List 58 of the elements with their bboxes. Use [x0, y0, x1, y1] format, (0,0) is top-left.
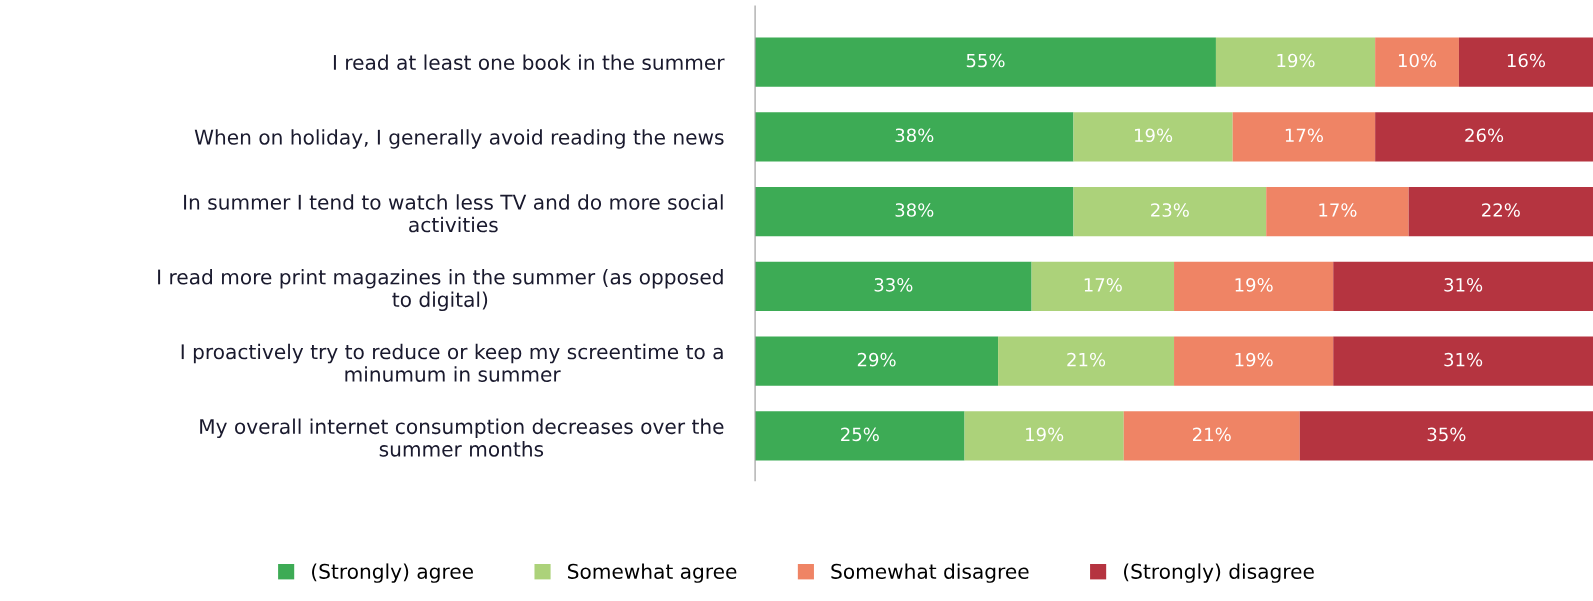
y-tick-label: When on holiday, I generally avoid reading the news: [194, 129, 724, 149]
bar: [1073, 112, 1233, 162]
bar: [1215, 37, 1376, 87]
bar: [1123, 411, 1300, 461]
bar: [1031, 261, 1175, 312]
data-label: 19%: [1135, 128, 1173, 143]
data-label: 21%: [1067, 352, 1106, 367]
y-tick-label: My overall internet consumption decreases over the summer months: [200, 418, 724, 457]
data-label: 21%: [1193, 427, 1231, 442]
bar: [1458, 37, 1593, 87]
bar: [1073, 186, 1267, 237]
data-label: 19%: [1026, 427, 1064, 442]
y-tick-label: I read more print magazines in the summer (as opposed to digital): [158, 269, 723, 312]
bar: [755, 112, 1074, 162]
bar: [964, 411, 1124, 461]
data-label: 25%: [841, 427, 879, 442]
data-label: 31%: [1444, 277, 1483, 292]
bar: [755, 37, 1216, 87]
bar: [1375, 112, 1593, 162]
data-label: 16%: [1507, 53, 1546, 68]
data-label: 55%: [966, 53, 1005, 68]
legend-label: Somewhat agree: [568, 563, 737, 583]
data-label: 10%: [1398, 53, 1437, 68]
legend-label: (Strongly) agree: [312, 563, 473, 583]
bar: [755, 336, 999, 386]
data-label: 19%: [1235, 352, 1273, 367]
data-label: 19%: [1235, 277, 1273, 292]
data-label: 17%: [1319, 203, 1357, 217]
data-label: 31%: [1444, 352, 1483, 367]
data-label: 33%: [874, 277, 913, 292]
data-label: 35%: [1427, 427, 1466, 442]
bar: [755, 261, 1032, 312]
bar: [755, 411, 965, 461]
legend-label: (Strongly) disagree: [1124, 563, 1314, 583]
bar: [755, 186, 1074, 237]
bar: [1174, 261, 1334, 312]
y-tick-label: In summer I tend to watch less TV and do more social activities: [184, 194, 723, 233]
legend-label: Somewhat disagree: [831, 563, 1029, 583]
bar: [1174, 336, 1334, 386]
bar: [1333, 336, 1593, 386]
bar: [1299, 411, 1593, 461]
data-label: 22%: [1482, 203, 1520, 217]
bar: [1333, 261, 1593, 312]
bar: [1408, 186, 1593, 237]
y-tick-label: I read at least one book in the summer: [333, 54, 725, 71]
data-label: 29%: [857, 352, 896, 367]
data-label: 23%: [1151, 203, 1189, 217]
data-label: 26%: [1465, 128, 1504, 143]
y-tick-label: I proactively try to reduce or keep my screentime to a minumum in summer: [181, 343, 723, 382]
bar: [1266, 186, 1409, 237]
data-label: 17%: [1084, 277, 1122, 292]
bar: [1232, 112, 1376, 162]
bar: [1375, 37, 1459, 87]
bar: [998, 336, 1175, 386]
data-label: 38%: [895, 203, 934, 217]
data-label: 38%: [895, 128, 934, 143]
data-label: 17%: [1285, 128, 1323, 143]
data-label: 19%: [1277, 53, 1315, 68]
